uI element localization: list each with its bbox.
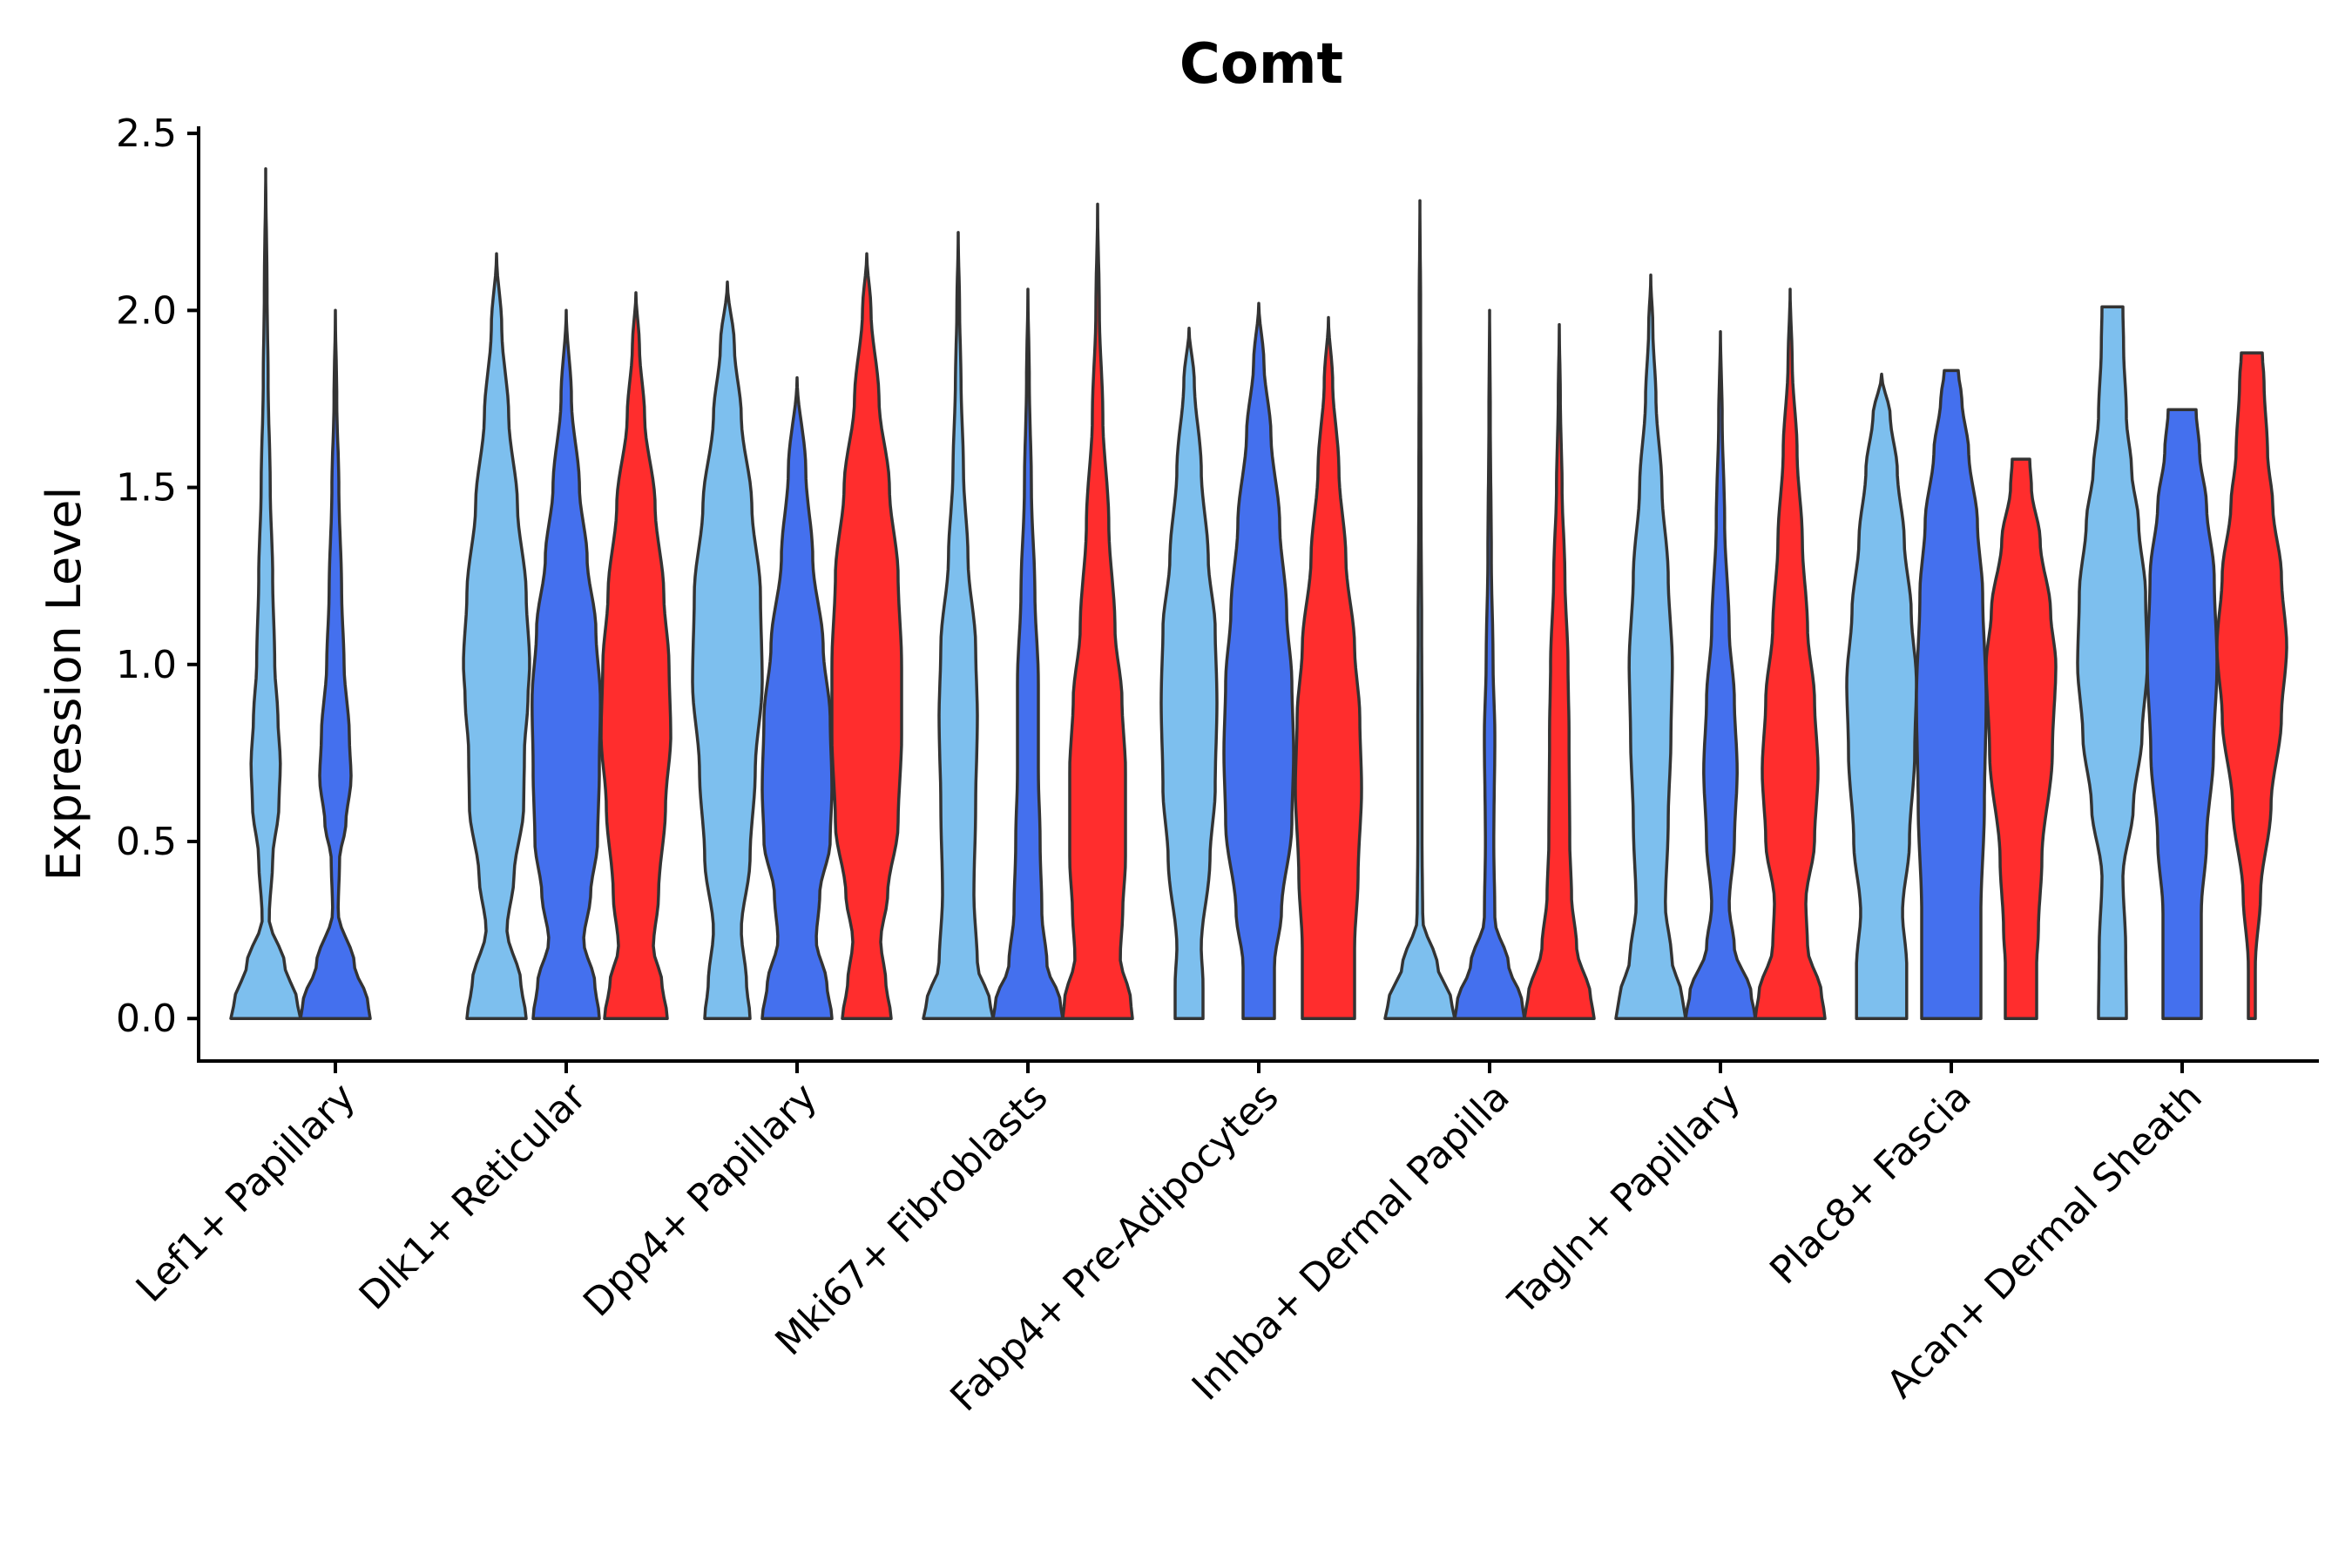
violin-blue-3 <box>760 375 834 1020</box>
y-tick-label: 2.5 <box>116 112 177 156</box>
x-tick-label: Dpp4+ Papillary <box>575 1075 826 1326</box>
violin-red-2 <box>599 291 672 1020</box>
violin-red-7 <box>1754 287 1827 1020</box>
violin-light-blue-9 <box>2076 305 2149 1020</box>
violin-light-blue-5 <box>1159 326 1219 1020</box>
x-tick-label: Lef1+ Papillary <box>128 1075 364 1311</box>
x-tick-label: Tagln+ Papillary <box>1500 1075 1749 1324</box>
violin-blue-6 <box>1453 308 1526 1020</box>
violin-blue-2 <box>531 308 602 1020</box>
violin-blue-7 <box>1684 329 1757 1020</box>
y-tick-label: 1.5 <box>116 466 177 510</box>
chart-title: Comt <box>1179 32 1343 97</box>
violin-light-blue-6 <box>1383 199 1456 1020</box>
violin-blue-9 <box>2146 408 2219 1020</box>
violin-light-blue-2 <box>462 252 531 1020</box>
y-tick-label: 0.5 <box>116 820 177 864</box>
violin-red-3 <box>830 252 903 1020</box>
violin-light-blue-7 <box>1614 273 1687 1020</box>
violin-light-blue-8 <box>1845 372 1918 1020</box>
violin-red-6 <box>1523 322 1596 1020</box>
violin-blue-4 <box>991 287 1064 1020</box>
y-axis-ticks: 0.0 0.5 1.0 1.5 2.0 2.5 <box>116 112 199 1041</box>
violin-light-blue-3 <box>691 280 764 1020</box>
violin-red-4 <box>1061 202 1134 1020</box>
violin-blue-1 <box>299 308 372 1020</box>
violin-blue-8 <box>1915 368 1988 1020</box>
violin-red-9 <box>2215 351 2288 1020</box>
y-tick-label: 0.0 <box>116 997 177 1041</box>
x-tick-label: Plac8+ Fascia <box>1761 1075 1980 1294</box>
violin-red-5 <box>1294 315 1363 1020</box>
y-axis-label: Expression Level <box>37 487 91 882</box>
y-tick-label: 2.0 <box>116 288 177 333</box>
violin-blue-5 <box>1222 301 1295 1020</box>
x-tick-label: Dlk1+ Reticular <box>351 1074 596 1319</box>
violin-red-8 <box>1984 457 2058 1020</box>
violin-light-blue-4 <box>922 231 995 1020</box>
y-tick-label: 1.0 <box>116 643 177 687</box>
violins-group <box>229 167 2288 1020</box>
violin-light-blue-1 <box>229 167 302 1020</box>
